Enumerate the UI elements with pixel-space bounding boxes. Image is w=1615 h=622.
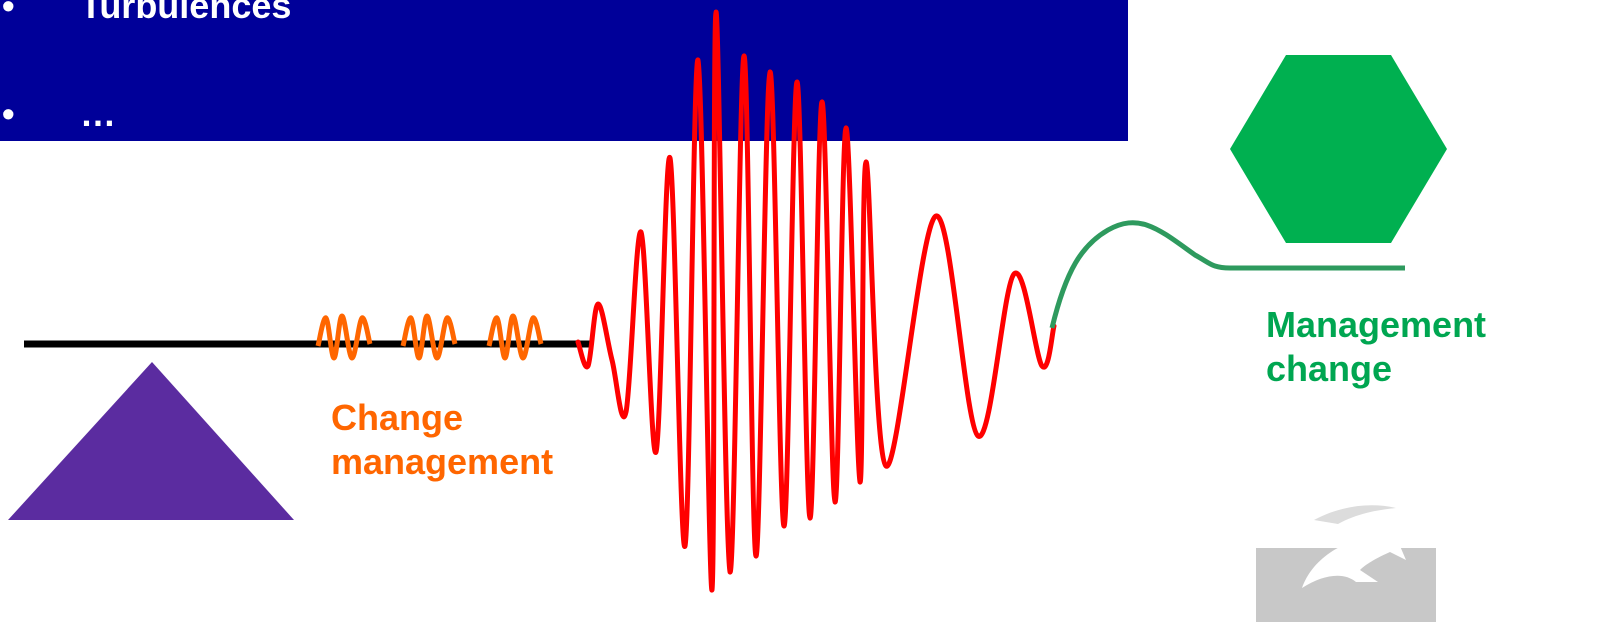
bullet-text: Turbulences: [80, 0, 292, 26]
bullet-text: …: [80, 93, 116, 134]
management-change-label: Management change: [1266, 304, 1487, 389]
turbulence-wave: [575, 9, 1057, 593]
triangle-icon: [8, 362, 294, 520]
dolphin-logo-icon: [1256, 505, 1446, 622]
bullet-marker: •: [2, 93, 15, 134]
management-change-curve: [1049, 220, 1405, 329]
bullet-turbulences: • Turbulences: [2, 0, 292, 26]
change-management-label: Change management: [331, 397, 554, 482]
hexagon-icon: [1230, 55, 1447, 243]
change-management-wave: [315, 313, 544, 361]
bullet-marker: •: [2, 0, 15, 26]
bullet-ellipsis: • …: [2, 93, 116, 134]
title-banner: • Turbulences • …: [0, 0, 1128, 141]
